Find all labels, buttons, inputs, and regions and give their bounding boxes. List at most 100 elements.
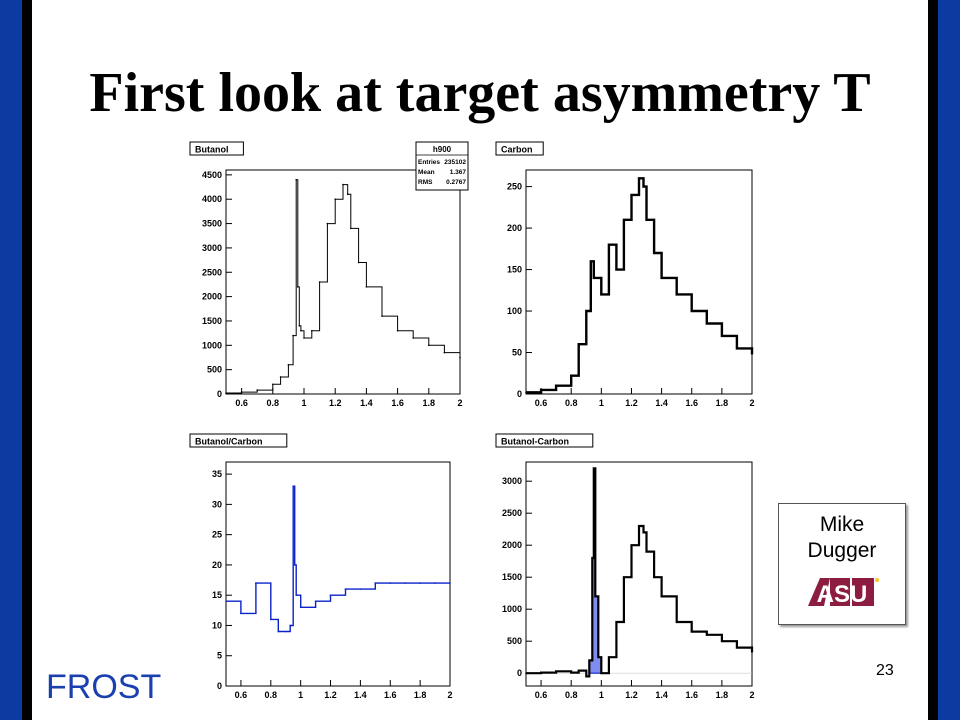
panel-label: Butanol xyxy=(195,145,229,155)
asu-logo-icon: ASU xyxy=(808,578,879,608)
data-point xyxy=(459,356,461,359)
credit-name-first: Mike xyxy=(819,513,865,536)
credit-name-last: Dugger xyxy=(807,539,877,562)
y-tick-label: 2000 xyxy=(502,540,522,550)
data-point xyxy=(303,337,305,339)
data-point xyxy=(615,268,618,271)
y-tick-label: 3500 xyxy=(202,219,222,229)
data-point xyxy=(326,222,329,225)
data-point xyxy=(675,621,678,623)
plot-frame xyxy=(525,461,753,687)
data-point xyxy=(570,671,572,674)
data-point xyxy=(240,612,242,615)
data-point xyxy=(350,227,352,230)
data-point xyxy=(591,557,594,559)
x-tick-label: 1.2 xyxy=(329,398,342,408)
data-point xyxy=(525,391,527,394)
x-tick-label: 0.8 xyxy=(565,690,578,700)
data-point xyxy=(255,582,257,584)
data-point xyxy=(449,582,451,584)
data-point xyxy=(256,389,258,391)
x-tick-label: 1.6 xyxy=(685,398,698,408)
data-point xyxy=(342,183,344,186)
panel-label-box xyxy=(189,433,288,448)
stats-box-key: Mean xyxy=(418,169,435,176)
x-tick-label: 1 xyxy=(599,690,604,700)
x-tick-label: 1.8 xyxy=(716,690,729,700)
data-point xyxy=(577,669,580,672)
data-point xyxy=(270,618,272,621)
data-point xyxy=(645,550,648,553)
y-tick-label: 1000 xyxy=(202,340,222,350)
data-point xyxy=(690,310,693,312)
data-point xyxy=(594,595,597,598)
y-tick-label: 2500 xyxy=(502,508,522,518)
data-point xyxy=(623,218,625,221)
data-point xyxy=(412,337,414,339)
data-point xyxy=(284,630,287,633)
x-tick-label: 1 xyxy=(301,398,306,408)
data-point xyxy=(736,347,738,350)
data-point xyxy=(608,656,610,658)
plot-frame xyxy=(225,169,461,395)
data-point xyxy=(706,322,708,325)
series-line xyxy=(226,485,450,633)
data-point xyxy=(434,582,436,584)
x-tick-label: 1.6 xyxy=(685,690,698,700)
data-point xyxy=(630,194,633,196)
left-frame-stripe xyxy=(22,0,32,720)
y-tick-label: 1500 xyxy=(202,316,222,326)
plot-frame xyxy=(525,169,753,395)
data-point xyxy=(660,277,663,279)
x-tick-label: 1 xyxy=(599,398,604,408)
panel-label-box xyxy=(495,433,594,448)
data-point xyxy=(381,315,383,317)
data-point xyxy=(289,624,292,627)
data-point xyxy=(318,281,321,283)
footer-frost-label: FROST xyxy=(46,668,162,706)
data-point xyxy=(675,293,678,296)
data-point xyxy=(585,310,588,312)
x-tick-label: 1.2 xyxy=(324,690,337,700)
data-point xyxy=(292,334,294,337)
data-point xyxy=(721,640,723,642)
y-tick-label: 3000 xyxy=(502,476,522,486)
y-tick-label: 150 xyxy=(507,265,522,275)
data-point xyxy=(525,672,527,674)
data-point xyxy=(292,485,294,488)
left-frame-band xyxy=(0,0,22,720)
data-point xyxy=(706,634,708,636)
y-tick-label: 100 xyxy=(507,306,522,316)
stats-box-key: RMS xyxy=(418,179,433,186)
stats-box-value: 1.367 xyxy=(450,169,467,176)
data-point xyxy=(295,594,297,596)
y-tick-label: 25 xyxy=(212,530,222,540)
stats-box-value: 235102 xyxy=(444,159,466,166)
x-tick-label: 0.8 xyxy=(267,398,280,408)
data-point xyxy=(570,374,572,377)
data-point xyxy=(334,198,336,201)
data-point xyxy=(389,582,392,584)
right-frame-stripe xyxy=(928,0,938,720)
y-tick-label: 2000 xyxy=(202,292,222,302)
y-tick-label: 50 xyxy=(512,348,522,358)
data-point xyxy=(600,293,603,296)
data-point xyxy=(593,277,595,279)
slide-title: First look at target asymmetry T xyxy=(89,62,871,124)
data-point xyxy=(296,286,299,288)
credit-name: Mike Dugger xyxy=(779,512,905,564)
panel-butanol-minus-carbon: Butanol-Carbon 0.6 0.8 1 1.2 1.4 1.6 1.8 2 0 500 10… xyxy=(495,433,755,700)
data-point xyxy=(690,630,693,633)
data-point xyxy=(721,335,723,337)
data-point xyxy=(642,185,645,188)
x-tick-label: 1.4 xyxy=(655,690,668,700)
data-point xyxy=(645,218,648,221)
data-point xyxy=(428,344,430,347)
data-point xyxy=(615,621,618,623)
panel-label-box xyxy=(495,141,544,156)
data-point xyxy=(365,286,368,288)
x-tick-label: 2 xyxy=(447,690,452,700)
panel-label: Carbon xyxy=(501,145,533,155)
data-point xyxy=(396,329,399,332)
